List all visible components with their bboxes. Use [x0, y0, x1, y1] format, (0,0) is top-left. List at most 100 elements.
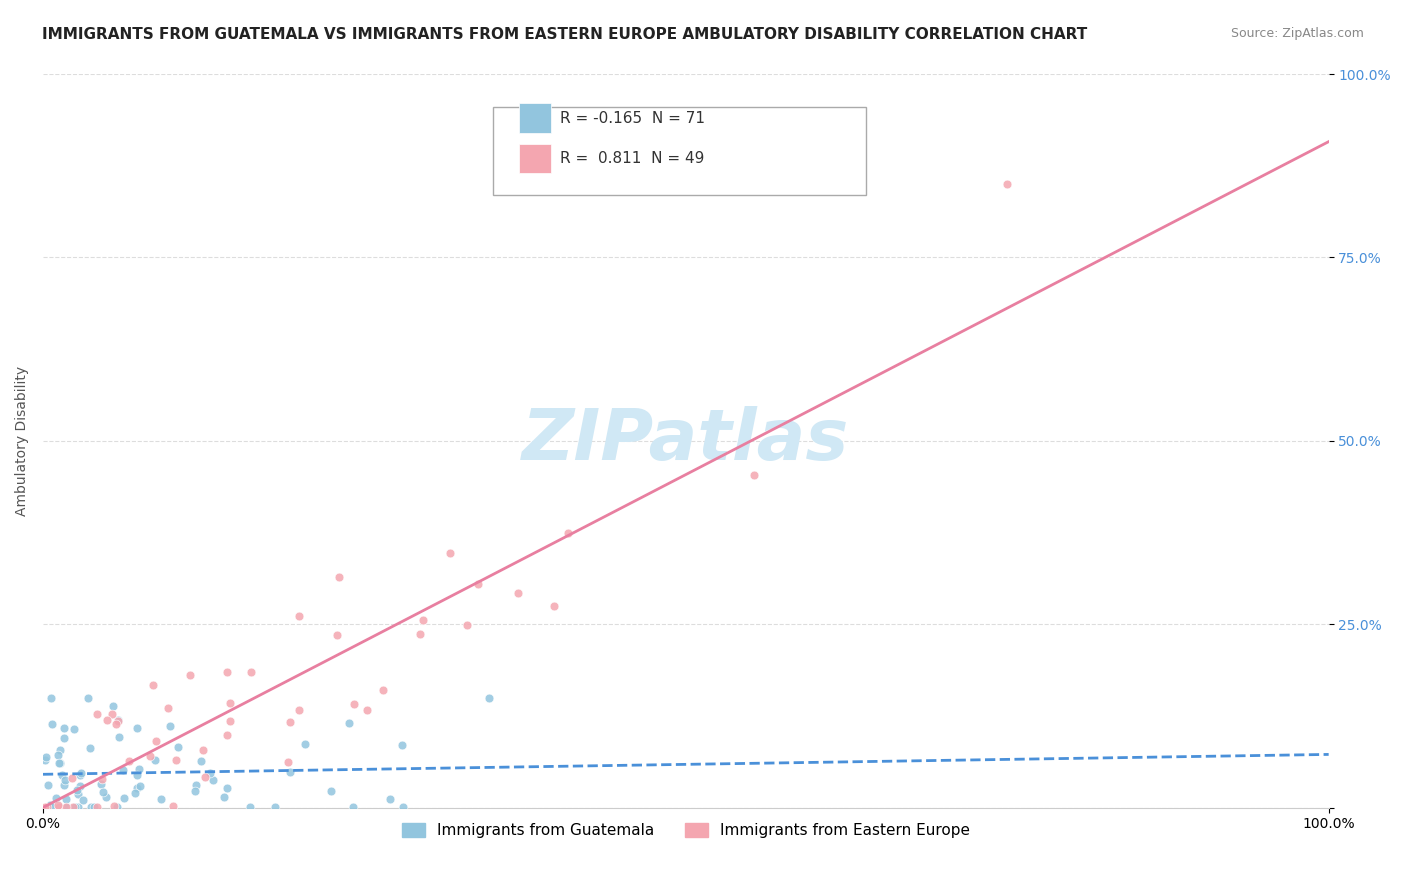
Point — [124, 786, 146, 800]
Point — [94, 790, 117, 805]
Point — [162, 798, 184, 813]
Point — [48, 800, 70, 814]
Point — [34, 753, 56, 767]
Point — [263, 800, 285, 814]
Point — [215, 728, 238, 742]
Text: Source: ZipAtlas.com: Source: ZipAtlas.com — [1230, 27, 1364, 40]
Point — [278, 764, 301, 779]
Point — [129, 780, 152, 794]
Point — [139, 749, 162, 764]
Point — [86, 706, 108, 721]
Point — [125, 768, 148, 782]
Point — [55, 792, 77, 806]
Point — [103, 699, 125, 714]
Point — [67, 787, 90, 801]
Point — [125, 721, 148, 735]
Point — [52, 721, 75, 735]
Point — [104, 717, 127, 731]
Point — [72, 793, 94, 807]
Point — [38, 798, 60, 813]
Point — [145, 734, 167, 748]
Point — [127, 780, 149, 795]
Point — [128, 762, 150, 776]
Point — [69, 779, 91, 793]
Point — [201, 772, 224, 787]
Point — [742, 467, 765, 482]
Point — [356, 703, 378, 717]
Point — [506, 585, 529, 599]
Point — [49, 756, 72, 770]
Point — [83, 800, 105, 814]
Point — [217, 665, 239, 679]
Point — [294, 737, 316, 751]
Point — [35, 800, 58, 814]
Point — [287, 609, 309, 624]
Point — [373, 683, 395, 698]
Point — [167, 740, 190, 755]
Point — [157, 701, 180, 715]
Point — [143, 753, 166, 767]
Point — [48, 756, 70, 771]
Point — [107, 713, 129, 727]
Point — [194, 770, 217, 784]
Point — [214, 789, 236, 804]
Point — [184, 783, 207, 797]
Point — [46, 747, 69, 762]
Point — [190, 754, 212, 768]
Point — [218, 714, 240, 728]
Point — [108, 731, 131, 745]
Point — [391, 738, 413, 752]
Point — [112, 763, 135, 777]
Point — [159, 719, 181, 733]
Point — [240, 665, 263, 679]
Point — [439, 546, 461, 560]
Point — [215, 780, 238, 795]
Point — [392, 800, 415, 814]
Point — [321, 784, 343, 798]
Point — [278, 715, 301, 730]
Point — [62, 722, 84, 736]
Legend: Immigrants from Guatemala, Immigrants from Eastern Europe: Immigrants from Guatemala, Immigrants fr… — [395, 817, 976, 844]
Point — [107, 714, 129, 729]
Point — [69, 768, 91, 782]
Point — [239, 800, 262, 814]
Point — [467, 576, 489, 591]
Point — [46, 798, 69, 813]
Point — [42, 800, 65, 814]
Point — [90, 777, 112, 791]
Point — [378, 792, 401, 806]
Point — [80, 800, 103, 814]
Point — [70, 766, 93, 780]
Point — [91, 785, 114, 799]
Point — [342, 800, 364, 814]
Point — [49, 742, 72, 756]
Point — [337, 715, 360, 730]
Point — [288, 703, 311, 717]
Point — [995, 177, 1018, 191]
Y-axis label: Ambulatory Disability: Ambulatory Disability — [15, 366, 30, 516]
Point — [77, 691, 100, 706]
Point — [142, 678, 165, 692]
FancyBboxPatch shape — [519, 103, 551, 133]
Point — [277, 755, 299, 769]
Point — [90, 772, 112, 786]
Text: ZIPatlas: ZIPatlas — [522, 407, 849, 475]
Point — [326, 628, 349, 642]
Point — [412, 614, 434, 628]
Point — [103, 798, 125, 813]
Point — [118, 754, 141, 768]
Point — [53, 772, 76, 787]
Point — [65, 800, 87, 814]
FancyBboxPatch shape — [494, 107, 866, 195]
Point — [198, 765, 221, 780]
Point — [105, 800, 128, 814]
Point — [557, 526, 579, 541]
Point — [66, 783, 89, 797]
Point — [56, 800, 79, 814]
Point — [191, 743, 214, 757]
Point — [79, 740, 101, 755]
Point — [37, 778, 59, 792]
Point — [478, 690, 501, 705]
Text: R =  0.811  N = 49: R = 0.811 N = 49 — [560, 151, 704, 166]
Point — [219, 696, 242, 710]
